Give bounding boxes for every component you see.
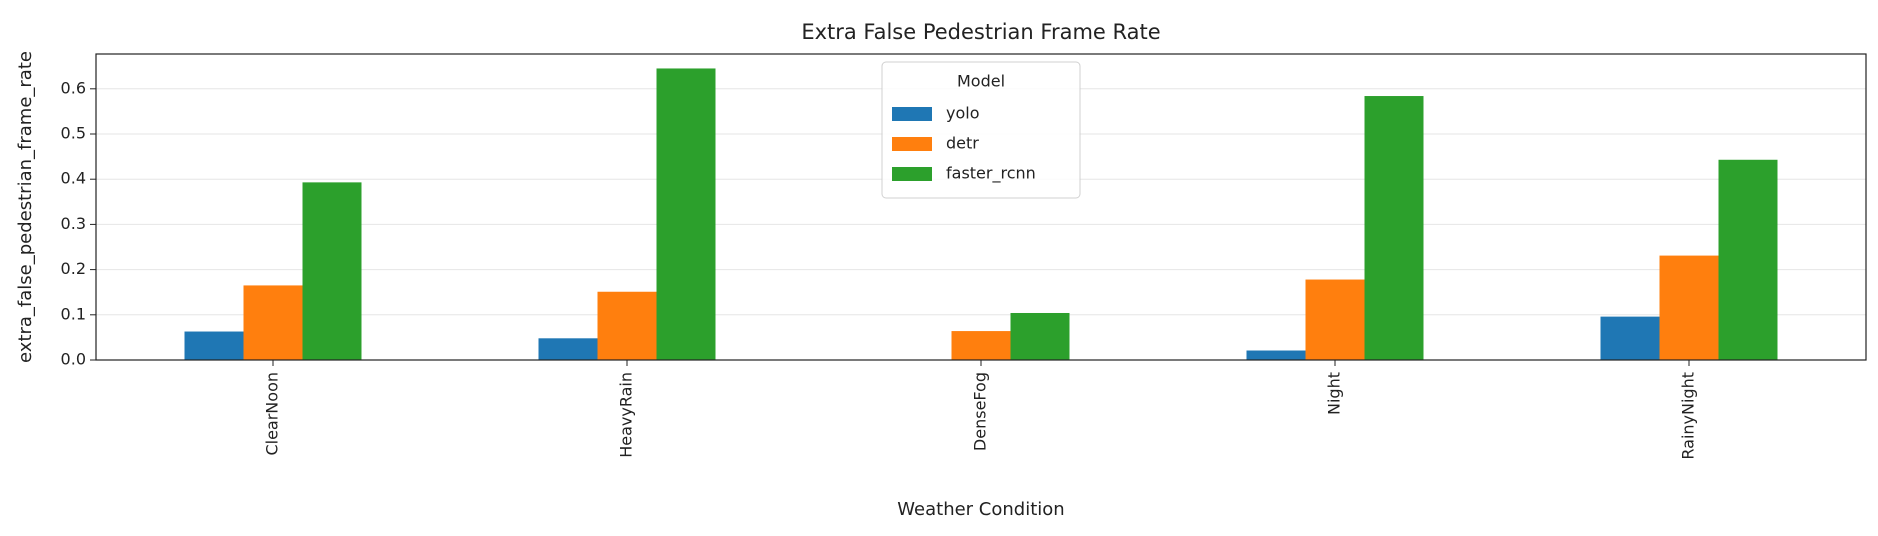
x-tick-label: ClearNoon xyxy=(263,372,282,456)
plot-frame xyxy=(95,53,1867,361)
bar xyxy=(1659,255,1719,360)
legend-label: yolo xyxy=(946,104,980,123)
bar xyxy=(243,285,303,360)
y-tick-label: 0.4 xyxy=(61,169,86,188)
bar xyxy=(1010,312,1070,360)
y-tick-label: 0.3 xyxy=(61,214,86,233)
legend-label: detr xyxy=(946,134,979,153)
bar xyxy=(1600,316,1660,360)
legend-swatch xyxy=(892,167,932,181)
y-tick-label: 0.1 xyxy=(61,304,86,323)
bar xyxy=(1718,159,1778,360)
bar xyxy=(951,331,1011,360)
x-tick-label: Night xyxy=(1325,372,1344,415)
y-tick-label: 0.0 xyxy=(61,350,86,369)
x-tick-label: DenseFog xyxy=(971,372,990,451)
bar xyxy=(656,68,716,361)
legend-box xyxy=(881,61,1081,199)
y-tick-label: 0.6 xyxy=(61,78,86,97)
bar xyxy=(1305,279,1365,360)
bar xyxy=(538,338,598,360)
bar xyxy=(302,182,362,360)
legend-swatch xyxy=(892,107,932,121)
x-tick-label: HeavyRain xyxy=(617,372,636,458)
bar xyxy=(1246,350,1306,360)
x-tick-label: RainyNight xyxy=(1679,372,1698,460)
bar xyxy=(184,331,244,360)
bar xyxy=(597,291,657,360)
bar xyxy=(1364,96,1424,360)
legend-label: faster_rcnn xyxy=(946,164,1036,184)
y-tick-label: 0.2 xyxy=(61,259,86,278)
legend-swatch xyxy=(892,137,932,151)
x-axis-label: Weather Condition xyxy=(897,499,1064,520)
y-axis-label: extra_false_pedestrian_frame_rate xyxy=(15,51,36,363)
chart-title: Extra False Pedestrian Frame Rate xyxy=(801,20,1160,44)
y-tick-label: 0.5 xyxy=(61,124,86,143)
legend-title: Model xyxy=(957,72,1005,91)
